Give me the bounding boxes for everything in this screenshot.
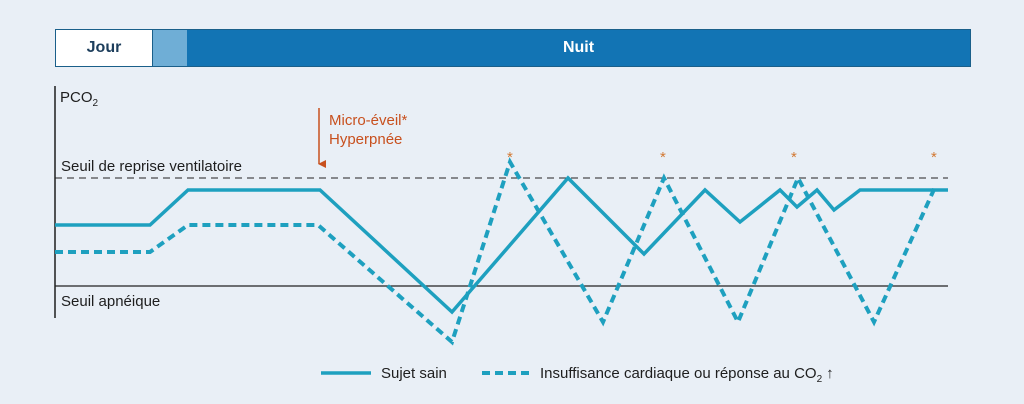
annotation-hyperpnea: Hyperpnée: [329, 131, 402, 148]
legend-heart-failure-label: Insuffisance cardiaque ou réponse au CO2…: [540, 365, 834, 385]
healthy-subject-curve: [55, 175, 948, 315]
arousal-star-4: *: [931, 149, 937, 166]
annotation-micro-arousal: Micro-éveil*: [329, 112, 408, 129]
arousal-star-3: *: [791, 149, 797, 166]
apnea-threshold-label: Seuil apnéique: [61, 293, 160, 310]
dusk-segment: [153, 30, 187, 66]
y-axis-label: PCO2: [60, 89, 99, 109]
night-segment: Nuit: [187, 30, 970, 66]
arousal-star-1: *: [507, 149, 513, 166]
ventilatory-threshold-label: Seuil de reprise ventilatoire: [61, 158, 242, 175]
arousal-star-2: *: [660, 149, 666, 166]
day-night-timeline: Jour Nuit: [55, 29, 971, 67]
legend-healthy-label: Sujet sain: [381, 365, 447, 382]
day-segment: Jour: [56, 30, 153, 66]
heart-failure-curve: [55, 157, 938, 346]
